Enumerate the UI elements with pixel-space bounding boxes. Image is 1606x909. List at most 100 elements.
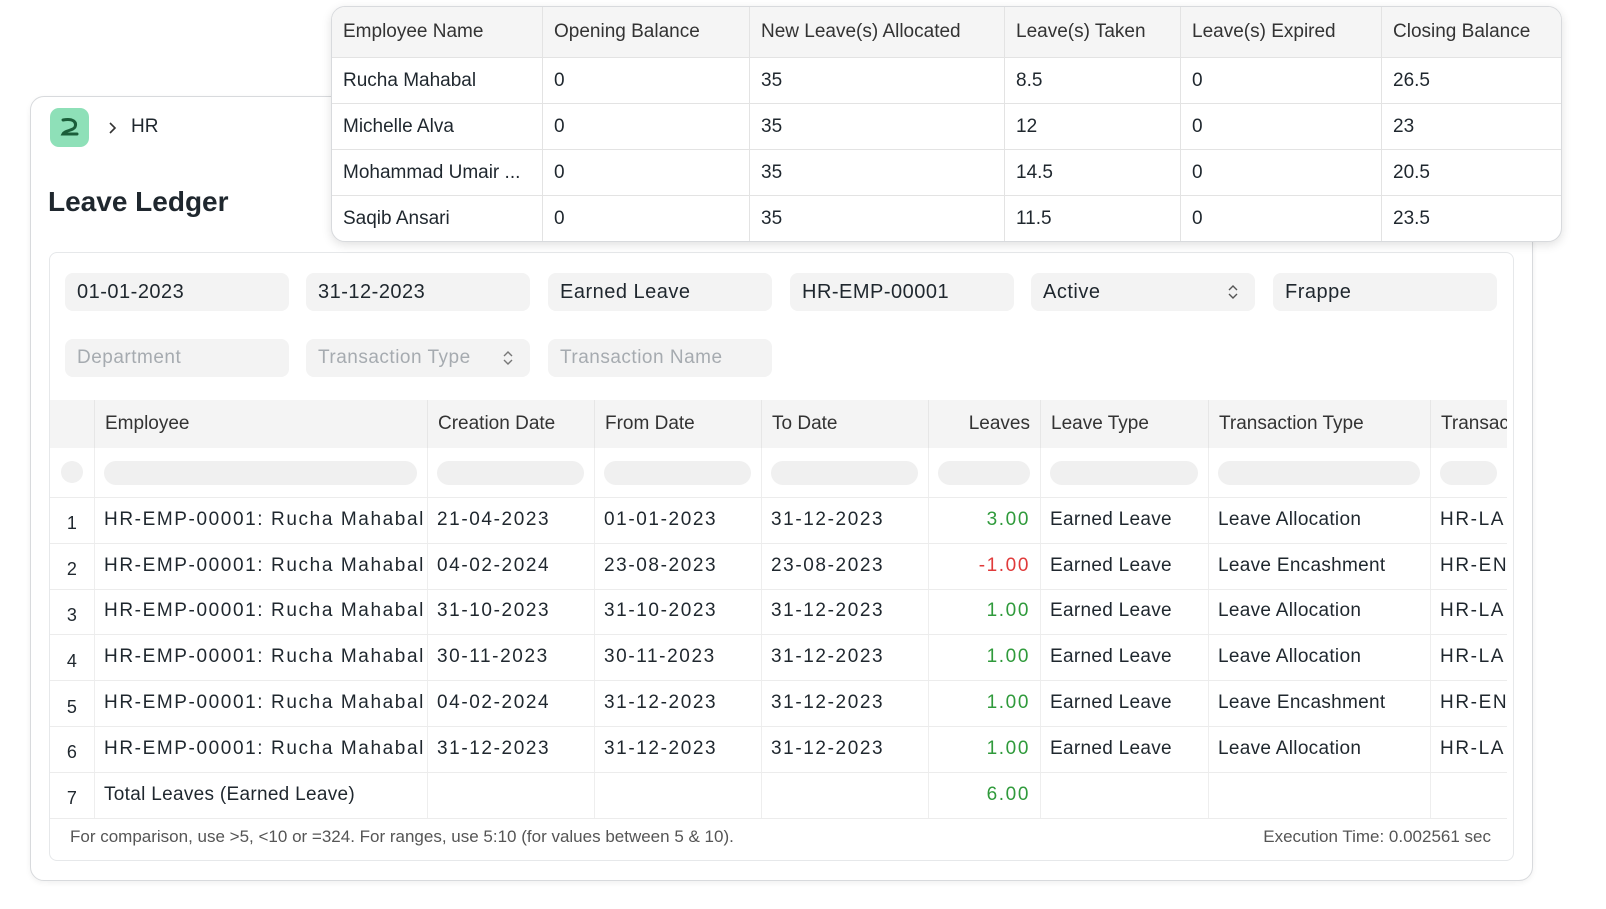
table-cell: HR-EMP-00001: Rucha Mahabal — [104, 737, 425, 759]
table-cell: 1.00 — [986, 600, 1030, 622]
table-cell: Total Leaves (Earned Leave) — [104, 783, 356, 805]
column-filter[interactable] — [1440, 461, 1497, 485]
filter-placeholder[interactable]: Department — [65, 339, 289, 377]
column-filter[interactable] — [1050, 461, 1198, 485]
column-filter[interactable] — [1218, 461, 1420, 485]
summary-cell: 35 — [749, 57, 1004, 103]
column-divider — [94, 448, 95, 818]
table-header[interactable]: Employee — [94, 400, 427, 448]
filter-field[interactable]: Active — [1031, 273, 1255, 311]
table-cell: HR-EMP-00001: Rucha Mahabal — [104, 646, 425, 668]
table-cell: HR-LA — [1440, 508, 1506, 530]
column-filter[interactable] — [437, 461, 584, 485]
table-cell: 31-10-2023 — [437, 600, 551, 622]
summary-cell: 23 — [1381, 103, 1561, 149]
summary-cell: 0 — [542, 149, 749, 195]
row-divider — [50, 497, 1507, 498]
table-header[interactable]: Transaction Type — [1208, 400, 1430, 448]
row-divider — [50, 818, 1507, 819]
app-logo[interactable] — [50, 108, 89, 147]
table-header[interactable]: Transac — [1430, 400, 1507, 448]
summary-cell: 12 — [1004, 103, 1180, 149]
table-cell: Leave Encashment — [1218, 692, 1386, 714]
column-divider — [427, 448, 428, 818]
summary-cell: 35 — [749, 149, 1004, 195]
logo-glyph — [60, 118, 79, 136]
filter-field[interactable]: HR-EMP-00001 — [790, 273, 1014, 311]
summary-cell: 11.5 — [1004, 195, 1180, 241]
select-arrows — [1228, 285, 1238, 299]
table-cell: HR-EN — [1440, 692, 1507, 714]
table-header[interactable]: From Date — [594, 400, 761, 448]
table-cell: 1.00 — [986, 646, 1030, 668]
footer-hint: For comparison, use >5, <10 or =324. For… — [70, 827, 734, 846]
column-filter[interactable] — [938, 461, 1030, 485]
column-divider — [1208, 448, 1209, 818]
summary-cell: 23.5 — [1381, 195, 1561, 241]
table-header-bg — [50, 400, 1507, 448]
summary-cell: 0 — [1180, 195, 1381, 241]
table-cell: Earned Leave — [1050, 600, 1172, 622]
summary-cell: 0 — [542, 57, 749, 103]
summary-cell: Mohammad Umair ... — [332, 149, 542, 195]
row-number: 5 — [66, 696, 78, 717]
summary-header: Leave(s) Expired — [1180, 7, 1381, 57]
summary-cell: 14.5 — [1004, 149, 1180, 195]
table-cell: Leave Allocation — [1218, 508, 1362, 530]
breadcrumb-chevron — [109, 122, 117, 134]
table-cell: 01-01-2023 — [604, 508, 718, 530]
table-cell: 6.00 — [986, 783, 1030, 805]
table-cell: 23-08-2023 — [771, 554, 885, 576]
table-cell: HR-LA — [1440, 600, 1506, 622]
filter-placeholder[interactable]: Transaction Name — [548, 339, 772, 377]
column-divider — [594, 448, 595, 818]
table-cell: Earned Leave — [1050, 554, 1172, 576]
table-cell: 31-12-2023 — [437, 737, 551, 759]
column-divider — [928, 448, 929, 818]
filter-placeholder[interactable]: Transaction Type — [306, 339, 530, 377]
filter-field[interactable]: Frappe — [1273, 273, 1497, 311]
summary-header: Opening Balance — [542, 7, 749, 57]
table-cell: HR-EMP-00001: Rucha Mahabal — [104, 554, 425, 576]
column-filter[interactable] — [104, 461, 417, 485]
table-header[interactable]: Leave Type — [1040, 400, 1208, 448]
table-cell: HR-EMP-00001: Rucha Mahabal — [104, 600, 425, 622]
column-filter[interactable] — [604, 461, 751, 485]
table-cell: Earned Leave — [1050, 508, 1172, 530]
breadcrumb[interactable]: HR — [131, 116, 159, 137]
report-panel — [49, 252, 1514, 861]
filter-field[interactable]: Earned Leave — [548, 273, 772, 311]
table-cell: Leave Allocation — [1218, 646, 1362, 668]
table-cell: HR-LA — [1440, 646, 1506, 668]
table-cell: -1.00 — [978, 554, 1030, 576]
filter-field[interactable]: 31-12-2023 — [306, 273, 530, 311]
table-cell: Earned Leave — [1050, 646, 1172, 668]
summary-cell: 0 — [542, 103, 749, 149]
table-cell: 31-12-2023 — [604, 737, 718, 759]
table-header[interactable]: To Date — [761, 400, 928, 448]
row-number: 7 — [66, 788, 78, 809]
table-header[interactable]: Creation Date — [427, 400, 594, 448]
table-cell: 1.00 — [986, 692, 1030, 714]
row-divider — [50, 542, 1507, 544]
summary-card: Employee Name Opening Balance New Leave(s)… — [331, 6, 1562, 242]
summary-cell: 0 — [1180, 57, 1381, 103]
table-cell: HR-EMP-00001: Rucha Mahabal — [104, 692, 425, 714]
table-cell: 04-02-2024 — [437, 692, 551, 714]
table-cell: HR-EN — [1440, 554, 1507, 576]
filter-field[interactable]: 01-01-2023 — [65, 273, 289, 311]
column-divider — [761, 448, 762, 818]
table-cell: 23-08-2023 — [604, 554, 718, 576]
table-cell: Leave Allocation — [1218, 737, 1362, 759]
row-number: 2 — [66, 559, 78, 580]
summary-header: Leave(s) Taken — [1004, 7, 1180, 57]
column-filter[interactable] — [771, 461, 918, 485]
summary-cell: 35 — [749, 195, 1004, 241]
row-filter-dot — [61, 461, 83, 483]
table-cell: 31-12-2023 — [771, 692, 885, 714]
table-cell: 21-04-2023 — [437, 508, 551, 530]
page-title: Leave Ledger — [48, 186, 229, 217]
table-header[interactable]: Leaves — [928, 400, 1040, 448]
row-number: 1 — [66, 513, 78, 534]
